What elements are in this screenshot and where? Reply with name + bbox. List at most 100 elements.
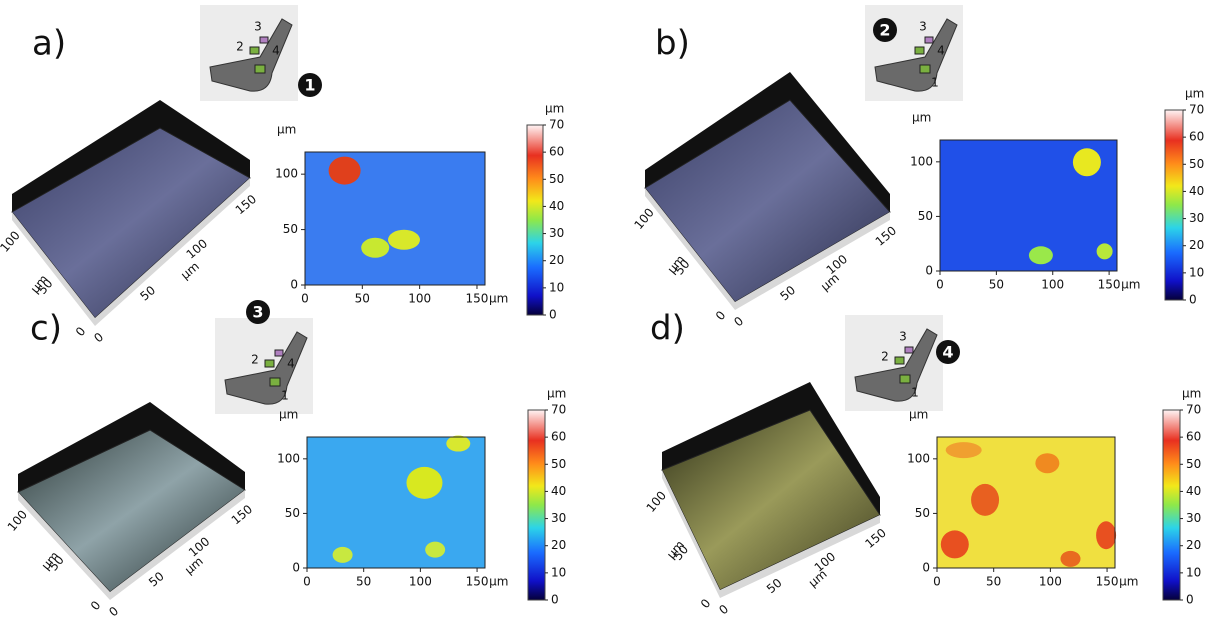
surface-base bbox=[18, 490, 245, 600]
y-tick-label: 100 bbox=[277, 451, 300, 465]
y-tick-label: 0 bbox=[922, 561, 930, 575]
probe-window bbox=[904, 346, 914, 354]
surface-front-tick: 150 bbox=[862, 526, 889, 551]
x-tick-label: 0 bbox=[936, 278, 944, 292]
surface-side-tick: 100 bbox=[0, 228, 23, 255]
x-tick-label: 50 bbox=[986, 575, 1001, 589]
colorbar-tick-label: 20 bbox=[1186, 538, 1201, 552]
heatmap-feature bbox=[971, 483, 1000, 516]
probe-window bbox=[249, 46, 260, 55]
colorbar-tick-label: 40 bbox=[549, 199, 564, 213]
surface-front-tick: 50 bbox=[146, 569, 167, 590]
surface-wall bbox=[18, 402, 245, 492]
surface-side-tick: 100 bbox=[5, 507, 30, 534]
surface-front-tick: 50 bbox=[764, 576, 785, 597]
y-unit: µm bbox=[912, 111, 931, 125]
colorbar-unit: µm bbox=[547, 387, 566, 401]
colorbar-tick-label: 60 bbox=[551, 430, 566, 444]
colorbar-unit: µm bbox=[545, 102, 564, 116]
surface-base bbox=[662, 470, 880, 598]
probe-window bbox=[274, 349, 284, 357]
surface-front-unit: µm bbox=[178, 259, 202, 282]
colorbar-tick-label: 0 bbox=[1186, 593, 1194, 607]
probe-marker bbox=[936, 340, 960, 364]
probe-body bbox=[874, 18, 958, 92]
panel-label: b) bbox=[655, 24, 690, 64]
colorbar-tick-label: 0 bbox=[1189, 293, 1197, 307]
surface-front-unit: µm bbox=[182, 554, 206, 577]
probe-window bbox=[894, 356, 905, 365]
surface-side-tick: 0 bbox=[698, 596, 714, 611]
heatmap-feature bbox=[328, 156, 361, 185]
colorbar-tick-label: 40 bbox=[1189, 184, 1204, 198]
probe-marker-label: 2 bbox=[879, 21, 890, 40]
x-tick-label: 100 bbox=[1041, 278, 1064, 292]
colorbar-tick-label: 40 bbox=[551, 484, 566, 498]
heatmap-frame bbox=[936, 436, 1116, 569]
panel-label: d) bbox=[650, 309, 685, 349]
colorbar-tick-label: 10 bbox=[551, 565, 566, 579]
probe-number: 2 bbox=[236, 40, 244, 54]
probe-marker-label: 3 bbox=[252, 303, 263, 322]
colorbar-tick-label: 70 bbox=[551, 403, 566, 417]
probe-window bbox=[919, 64, 931, 74]
probe-number: 2 bbox=[881, 350, 889, 364]
surface-front-tick: 50 bbox=[137, 283, 158, 304]
probe-number: 4 bbox=[272, 44, 280, 58]
y-tick-label: 50 bbox=[918, 209, 933, 223]
heatmap-feature bbox=[1028, 246, 1053, 265]
colorbar-tick-label: 10 bbox=[1189, 265, 1204, 279]
y-tick-label: 100 bbox=[275, 167, 298, 181]
colorbar-tick-label: 70 bbox=[549, 118, 564, 132]
colorbar-tick-label: 50 bbox=[1189, 157, 1204, 171]
colorbar bbox=[527, 409, 546, 601]
panel-label: a) bbox=[32, 24, 66, 64]
surface-front-tick: 0 bbox=[91, 330, 106, 346]
x-unit: µm bbox=[1119, 575, 1138, 589]
heatmap-feature bbox=[406, 466, 443, 499]
surface-front-tick: 0 bbox=[716, 602, 731, 618]
x-tick-label: 100 bbox=[408, 292, 431, 306]
heatmap-feature bbox=[1096, 521, 1117, 550]
probe-number: 2 bbox=[251, 353, 259, 367]
x-tick-label: 0 bbox=[303, 575, 311, 589]
probe-number: 3 bbox=[899, 330, 907, 344]
colorbar-tick-label: 0 bbox=[549, 308, 557, 322]
probe-number: 4 bbox=[937, 44, 945, 58]
colorbar-tick-label: 50 bbox=[1186, 457, 1201, 471]
x-tick-label: 150 bbox=[1096, 575, 1119, 589]
y-tick-label: 50 bbox=[285, 506, 300, 520]
x-tick-label: 100 bbox=[1039, 575, 1062, 589]
probe-number: 4 bbox=[287, 357, 295, 371]
x-tick-label: 0 bbox=[933, 575, 941, 589]
heatmap-feature bbox=[361, 237, 390, 258]
probe-marker bbox=[873, 18, 897, 42]
colorbar-tick-label: 20 bbox=[551, 538, 566, 552]
probe-window bbox=[259, 36, 269, 44]
colorbar-tick-label: 30 bbox=[551, 511, 566, 525]
probe-number: 3 bbox=[919, 20, 927, 34]
colorbar-tick-label: 20 bbox=[1189, 238, 1204, 252]
heatmap-feature bbox=[425, 541, 446, 558]
colorbar-tick-label: 50 bbox=[549, 172, 564, 186]
surface-front-tick: 0 bbox=[106, 604, 121, 620]
probe-body bbox=[854, 328, 938, 402]
surface-side-tick: 0 bbox=[88, 598, 104, 613]
x-unit: µm bbox=[489, 292, 508, 306]
heatmap-frame bbox=[306, 436, 486, 569]
colorbar-tick-label: 60 bbox=[1189, 130, 1204, 144]
y-tick-label: 0 bbox=[292, 561, 300, 575]
surface-side-tick: 0 bbox=[713, 308, 729, 323]
heatmap-background bbox=[307, 437, 485, 568]
surface-base bbox=[645, 188, 890, 310]
surface-side-tick: 0 bbox=[73, 324, 89, 339]
surface-wall bbox=[645, 72, 890, 212]
surface-wall bbox=[12, 100, 250, 212]
x-tick-label: 100 bbox=[409, 575, 432, 589]
probe-window bbox=[924, 36, 934, 44]
heatmap-feature bbox=[1060, 550, 1081, 567]
colorbar bbox=[526, 124, 544, 316]
surface-wall bbox=[662, 382, 880, 515]
y-unit: µm bbox=[909, 408, 928, 422]
